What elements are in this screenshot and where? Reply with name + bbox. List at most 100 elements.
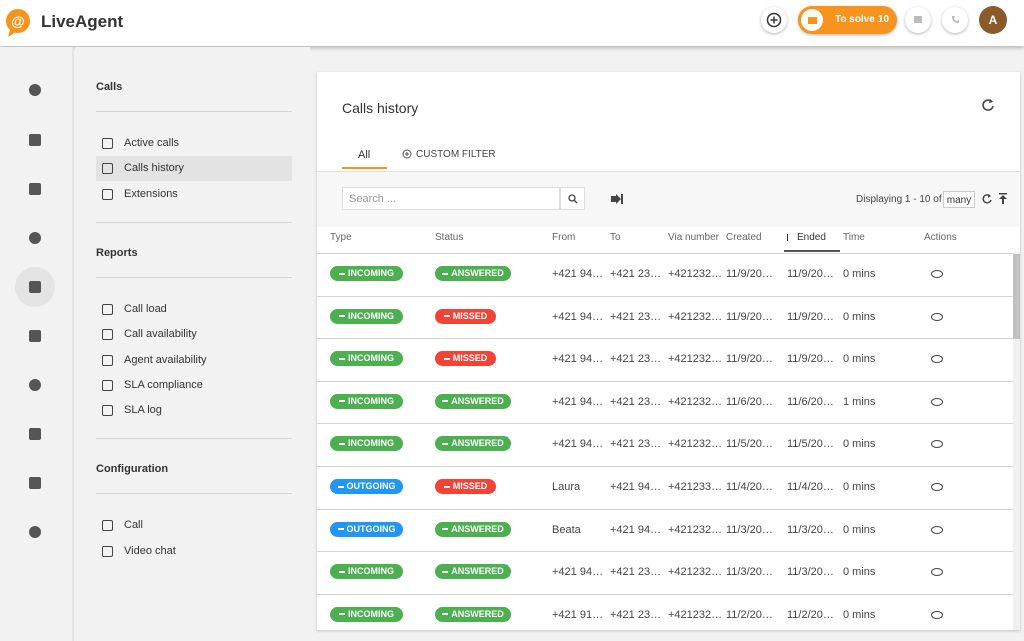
badge-icon xyxy=(444,358,450,360)
cell: +421232… xyxy=(668,396,722,408)
rail-icon[interactable] xyxy=(29,134,41,146)
badge-text: MISSED xyxy=(453,309,488,324)
row-divider xyxy=(317,551,1013,552)
view-action[interactable] xyxy=(931,313,943,321)
cell: 11/9/20… xyxy=(726,311,773,323)
rail-icon[interactable] xyxy=(29,477,41,489)
cell: +421232… xyxy=(668,311,722,323)
tab-custom-filter[interactable]: CUSTOM FILTER xyxy=(416,149,496,160)
column-header[interactable]: Status xyxy=(435,232,463,243)
nav-item[interactable]: Calls history xyxy=(124,162,184,174)
view-action[interactable] xyxy=(931,355,943,363)
cell: +421233… xyxy=(668,481,722,493)
column-header[interactable]: Ended xyxy=(797,232,826,243)
cell: +421 94… xyxy=(552,566,603,578)
nav-icon xyxy=(102,355,113,366)
badge-icon xyxy=(339,315,345,317)
badge-icon xyxy=(339,613,345,615)
pagination-total[interactable]: many xyxy=(943,191,975,208)
status-badge: ANSWERED xyxy=(435,394,511,409)
cell: +421 94… xyxy=(552,396,603,408)
sub-navigation: CallsActive callsCalls historyExtensions… xyxy=(75,47,310,641)
cell: +421 94… xyxy=(552,268,603,280)
column-header[interactable]: Time xyxy=(843,232,865,243)
refresh-button[interactable] xyxy=(980,97,996,113)
search-button[interactable] xyxy=(560,187,585,210)
rail-icon[interactable] xyxy=(29,183,41,195)
badge-icon xyxy=(442,400,448,402)
cell: 11/6/20… xyxy=(726,396,773,408)
column-header[interactable]: Actions xyxy=(924,232,957,243)
rail-icon[interactable] xyxy=(29,428,41,440)
nav-item[interactable]: SLA log xyxy=(124,404,162,416)
divider xyxy=(96,277,292,278)
view-action[interactable] xyxy=(931,270,943,278)
nav-icon xyxy=(102,189,113,200)
nav-item[interactable]: Active calls xyxy=(124,137,179,149)
top-bar: @ LiveAgent To solve 10 A xyxy=(0,0,1024,46)
cell: 11/9/20… xyxy=(726,268,773,280)
mail-icon xyxy=(801,9,823,31)
column-header[interactable]: Via number xyxy=(668,232,719,243)
cell: 11/2/20… xyxy=(726,609,773,621)
tab-all[interactable]: All xyxy=(358,149,370,161)
badge-icon xyxy=(339,400,345,402)
chat-button[interactable] xyxy=(905,7,931,33)
sort-indicator xyxy=(784,250,840,252)
cell: 0 mins xyxy=(843,353,875,365)
phone-button[interactable] xyxy=(942,7,968,33)
view-action[interactable] xyxy=(931,568,943,576)
nav-item[interactable]: Agent availability xyxy=(124,354,207,366)
svg-text:@: @ xyxy=(11,13,25,29)
nav-item[interactable]: Call availability xyxy=(124,328,197,340)
avatar[interactable]: A xyxy=(979,6,1007,34)
divider xyxy=(96,493,292,494)
badge-text: INCOMING xyxy=(348,309,394,324)
to-solve-button[interactable]: To solve 10 xyxy=(798,6,897,34)
view-action[interactable] xyxy=(931,611,943,619)
nav-item[interactable]: SLA compliance xyxy=(124,379,203,391)
rail-icon[interactable] xyxy=(29,84,41,96)
nav-icon xyxy=(102,163,113,174)
column-header[interactable]: Type xyxy=(330,232,352,243)
nav-item[interactable]: Call xyxy=(124,519,143,531)
view-action[interactable] xyxy=(931,483,943,491)
rail-icon[interactable] xyxy=(29,281,41,293)
scrollbar-thumb[interactable] xyxy=(1013,254,1020,339)
cell: 11/2/20… xyxy=(787,609,834,621)
export-icon[interactable] xyxy=(611,194,623,204)
scroll-top[interactable] xyxy=(998,193,1008,205)
cell: 11/4/20… xyxy=(726,481,773,493)
panel-title: Calls history xyxy=(342,100,418,116)
badge-text: ANSWERED xyxy=(451,436,504,451)
row-divider xyxy=(317,338,1013,339)
nav-item[interactable]: Extensions xyxy=(124,188,178,200)
content-panel: Calls history All CUSTOM FILTER Search .… xyxy=(317,72,1020,630)
rail-icon[interactable] xyxy=(29,379,41,391)
column-header[interactable]: Created xyxy=(726,232,762,243)
nav-item[interactable]: Call load xyxy=(124,303,167,315)
add-button[interactable] xyxy=(761,7,787,33)
cell: 0 mins xyxy=(843,481,875,493)
table-refresh[interactable] xyxy=(981,193,993,205)
status-badge: ANSWERED xyxy=(435,522,511,537)
badge-icon xyxy=(442,528,448,530)
badge-text: INCOMING xyxy=(348,607,394,622)
rail-icon[interactable] xyxy=(29,330,41,342)
badge-text: INCOMING xyxy=(348,351,394,366)
view-action[interactable] xyxy=(931,440,943,448)
badge-text: INCOMING xyxy=(348,394,394,409)
search-input[interactable]: Search ... xyxy=(342,187,560,210)
view-action[interactable] xyxy=(931,398,943,406)
row-divider xyxy=(317,296,1013,297)
view-action[interactable] xyxy=(931,526,943,534)
nav-icon xyxy=(102,380,113,391)
rail-icon[interactable] xyxy=(29,526,41,538)
column-header[interactable]: From xyxy=(552,232,575,243)
section-title: Reports xyxy=(96,247,138,259)
to-solve-label: To solve xyxy=(835,14,875,25)
rail-icon[interactable] xyxy=(29,232,41,244)
column-header[interactable]: To xyxy=(610,232,621,243)
badge-icon xyxy=(442,273,448,275)
nav-item[interactable]: Video chat xyxy=(124,545,176,557)
